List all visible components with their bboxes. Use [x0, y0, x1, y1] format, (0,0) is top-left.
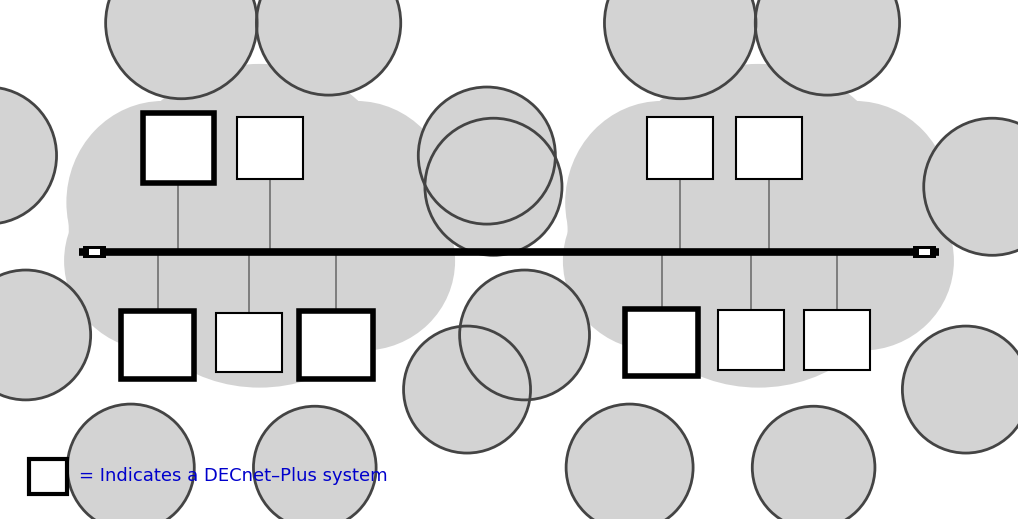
- Bar: [89, 249, 101, 255]
- Ellipse shape: [425, 118, 562, 255]
- Bar: [216, 312, 282, 373]
- Ellipse shape: [67, 404, 194, 519]
- Ellipse shape: [66, 101, 260, 304]
- Ellipse shape: [605, 0, 756, 99]
- Ellipse shape: [770, 171, 954, 350]
- Bar: [719, 310, 784, 370]
- Ellipse shape: [758, 101, 952, 304]
- Bar: [299, 311, 373, 379]
- Ellipse shape: [563, 171, 747, 350]
- Ellipse shape: [0, 270, 91, 400]
- Ellipse shape: [403, 326, 530, 453]
- Ellipse shape: [752, 406, 874, 519]
- Text: = Indicates a DECnet–Plus system: = Indicates a DECnet–Plus system: [79, 468, 388, 485]
- Ellipse shape: [566, 404, 693, 519]
- Ellipse shape: [64, 171, 248, 350]
- Ellipse shape: [625, 161, 892, 388]
- Ellipse shape: [567, 99, 821, 352]
- Bar: [647, 117, 714, 179]
- Bar: [735, 117, 802, 179]
- Bar: [143, 113, 214, 183]
- Bar: [918, 249, 930, 255]
- Ellipse shape: [902, 326, 1018, 453]
- Ellipse shape: [197, 99, 451, 352]
- Ellipse shape: [755, 0, 900, 95]
- Bar: [912, 245, 937, 257]
- Ellipse shape: [99, 79, 420, 372]
- Ellipse shape: [598, 79, 919, 372]
- Ellipse shape: [126, 64, 393, 290]
- Ellipse shape: [923, 118, 1018, 255]
- Bar: [804, 310, 869, 370]
- Bar: [82, 245, 106, 257]
- Ellipse shape: [459, 270, 589, 400]
- Ellipse shape: [696, 99, 950, 352]
- Ellipse shape: [0, 87, 57, 224]
- Ellipse shape: [271, 171, 455, 350]
- Ellipse shape: [257, 0, 401, 95]
- Ellipse shape: [260, 101, 453, 304]
- Ellipse shape: [106, 0, 258, 99]
- Bar: [29, 459, 67, 494]
- Ellipse shape: [126, 161, 393, 388]
- Ellipse shape: [68, 99, 322, 352]
- Ellipse shape: [565, 101, 758, 304]
- Bar: [121, 311, 194, 379]
- Bar: [625, 309, 698, 376]
- Ellipse shape: [418, 87, 556, 224]
- Bar: [236, 117, 302, 179]
- Ellipse shape: [253, 406, 376, 519]
- Ellipse shape: [625, 64, 892, 290]
